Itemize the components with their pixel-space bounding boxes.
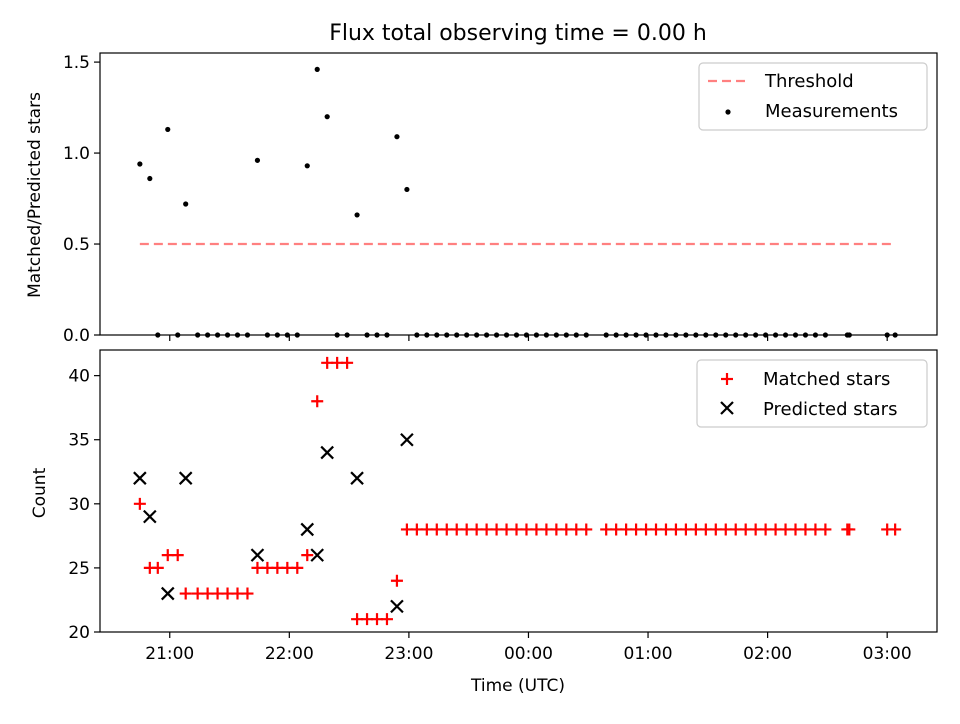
- top-title: Flux total observing time = 0.00 h: [329, 21, 707, 46]
- measurement-point: [254, 157, 261, 163]
- bottom-xlabel: Time (UTC): [470, 676, 565, 696]
- bottom-x-tick-label: 01:00: [624, 644, 673, 664]
- top-y-tick-label: 1.5: [63, 53, 90, 73]
- predicted-star-point: [350, 471, 364, 485]
- matched-star-point: [291, 561, 304, 574]
- bottom-x-tick-label: 23:00: [384, 644, 433, 664]
- measurement-point: [354, 212, 360, 218]
- measurement-point: [404, 186, 410, 193]
- matched-star-point: [341, 356, 354, 369]
- top-y-tick-label: 1.0: [63, 144, 90, 164]
- bottom-x-tick-label: 21:00: [145, 644, 194, 664]
- predicted-star-point: [133, 471, 147, 485]
- matched-star-point: [133, 497, 146, 510]
- top-ylabel: Matched/Predicted stars: [25, 92, 45, 298]
- measurement-point: [324, 114, 330, 120]
- matched-star-point: [380, 613, 393, 626]
- measurement-point: [147, 175, 153, 182]
- legend-measurements-label: Measurements: [765, 101, 898, 122]
- predicted-star-point: [310, 548, 324, 562]
- measurement-point: [165, 126, 171, 133]
- bottom-x-tick-label: 22:00: [265, 644, 314, 664]
- measurement-point: [137, 161, 143, 167]
- matched-star-point: [819, 523, 832, 536]
- matched-star-point: [171, 549, 184, 562]
- bottom-y-ticks: 20 25 30 35 40: [68, 367, 100, 643]
- top-y-tick-label: 0.5: [63, 235, 90, 255]
- matched-star-point: [179, 587, 192, 600]
- matched-star-point: [390, 574, 403, 587]
- measurement-point: [304, 163, 310, 169]
- measurement-point: [314, 66, 320, 72]
- top-legend: Threshold Measurements: [698, 62, 928, 131]
- bottom-y-tick-label: 25: [68, 559, 90, 579]
- legend-matched-swatch: [721, 373, 733, 385]
- matched-star-point: [241, 587, 254, 600]
- bottom-y-tick-label: 40: [68, 367, 90, 387]
- matched-star-point: [301, 549, 314, 562]
- bottom-panel: Count Time (UTC) 20 25 30 35 40 21:00 22:00 23…: [30, 349, 938, 696]
- bottom-legend: Matched stars Predicted stars: [696, 359, 928, 428]
- predicted-star-points: [133, 432, 414, 614]
- bottom-legend-box: [696, 359, 928, 428]
- predicted-star-point: [160, 586, 175, 601]
- bottom-ylabel: Count: [30, 467, 50, 518]
- predicted-star-point: [178, 471, 193, 485]
- legend-predicted-label: Predicted stars: [763, 399, 897, 420]
- matched-star-point: [580, 523, 593, 536]
- bottom-y-tick-label: 20: [68, 623, 90, 643]
- top-y-ticks: 0.0 0.5 1.0 1.5: [63, 53, 100, 346]
- bottom-x-tick-label: 02:00: [743, 644, 792, 664]
- predicted-star-point: [143, 509, 157, 524]
- bottom-x-tick-label: 00:00: [504, 644, 553, 664]
- top-legend-box: [698, 62, 928, 131]
- legend-measurements-swatch: [725, 109, 731, 115]
- legend-threshold-label: Threshold: [764, 71, 854, 92]
- bottom-y-tick-label: 35: [68, 431, 90, 451]
- predicted-star-point: [390, 599, 404, 614]
- measurement-point: [394, 134, 400, 140]
- predicted-star-point: [250, 548, 265, 562]
- matched-star-points: [133, 356, 902, 626]
- matched-star-point: [843, 523, 856, 536]
- measurement-point: [183, 201, 189, 207]
- bottom-x-tick-label: 03:00: [863, 644, 912, 664]
- legend-predicted-swatch: [720, 401, 734, 415]
- top-plot-frame: [99, 52, 938, 336]
- top-y-tick-label: 0.0: [63, 326, 90, 346]
- matched-star-point: [151, 561, 164, 574]
- predicted-star-point: [400, 432, 414, 447]
- matched-star-point: [311, 395, 324, 408]
- matched-star-point: [889, 523, 902, 536]
- top-panel: Flux total observing time = 0.00 h Match…: [25, 21, 938, 346]
- bottom-y-tick-label: 30: [68, 495, 90, 515]
- bottom-plot-frame: [99, 349, 938, 633]
- legend-matched-label: Matched stars: [763, 369, 890, 390]
- bottom-x-ticks: 21:00 22:00 23:00 00:00 01:00 02:00 03:00: [145, 632, 912, 664]
- predicted-star-point: [300, 522, 315, 537]
- predicted-star-point: [320, 445, 334, 460]
